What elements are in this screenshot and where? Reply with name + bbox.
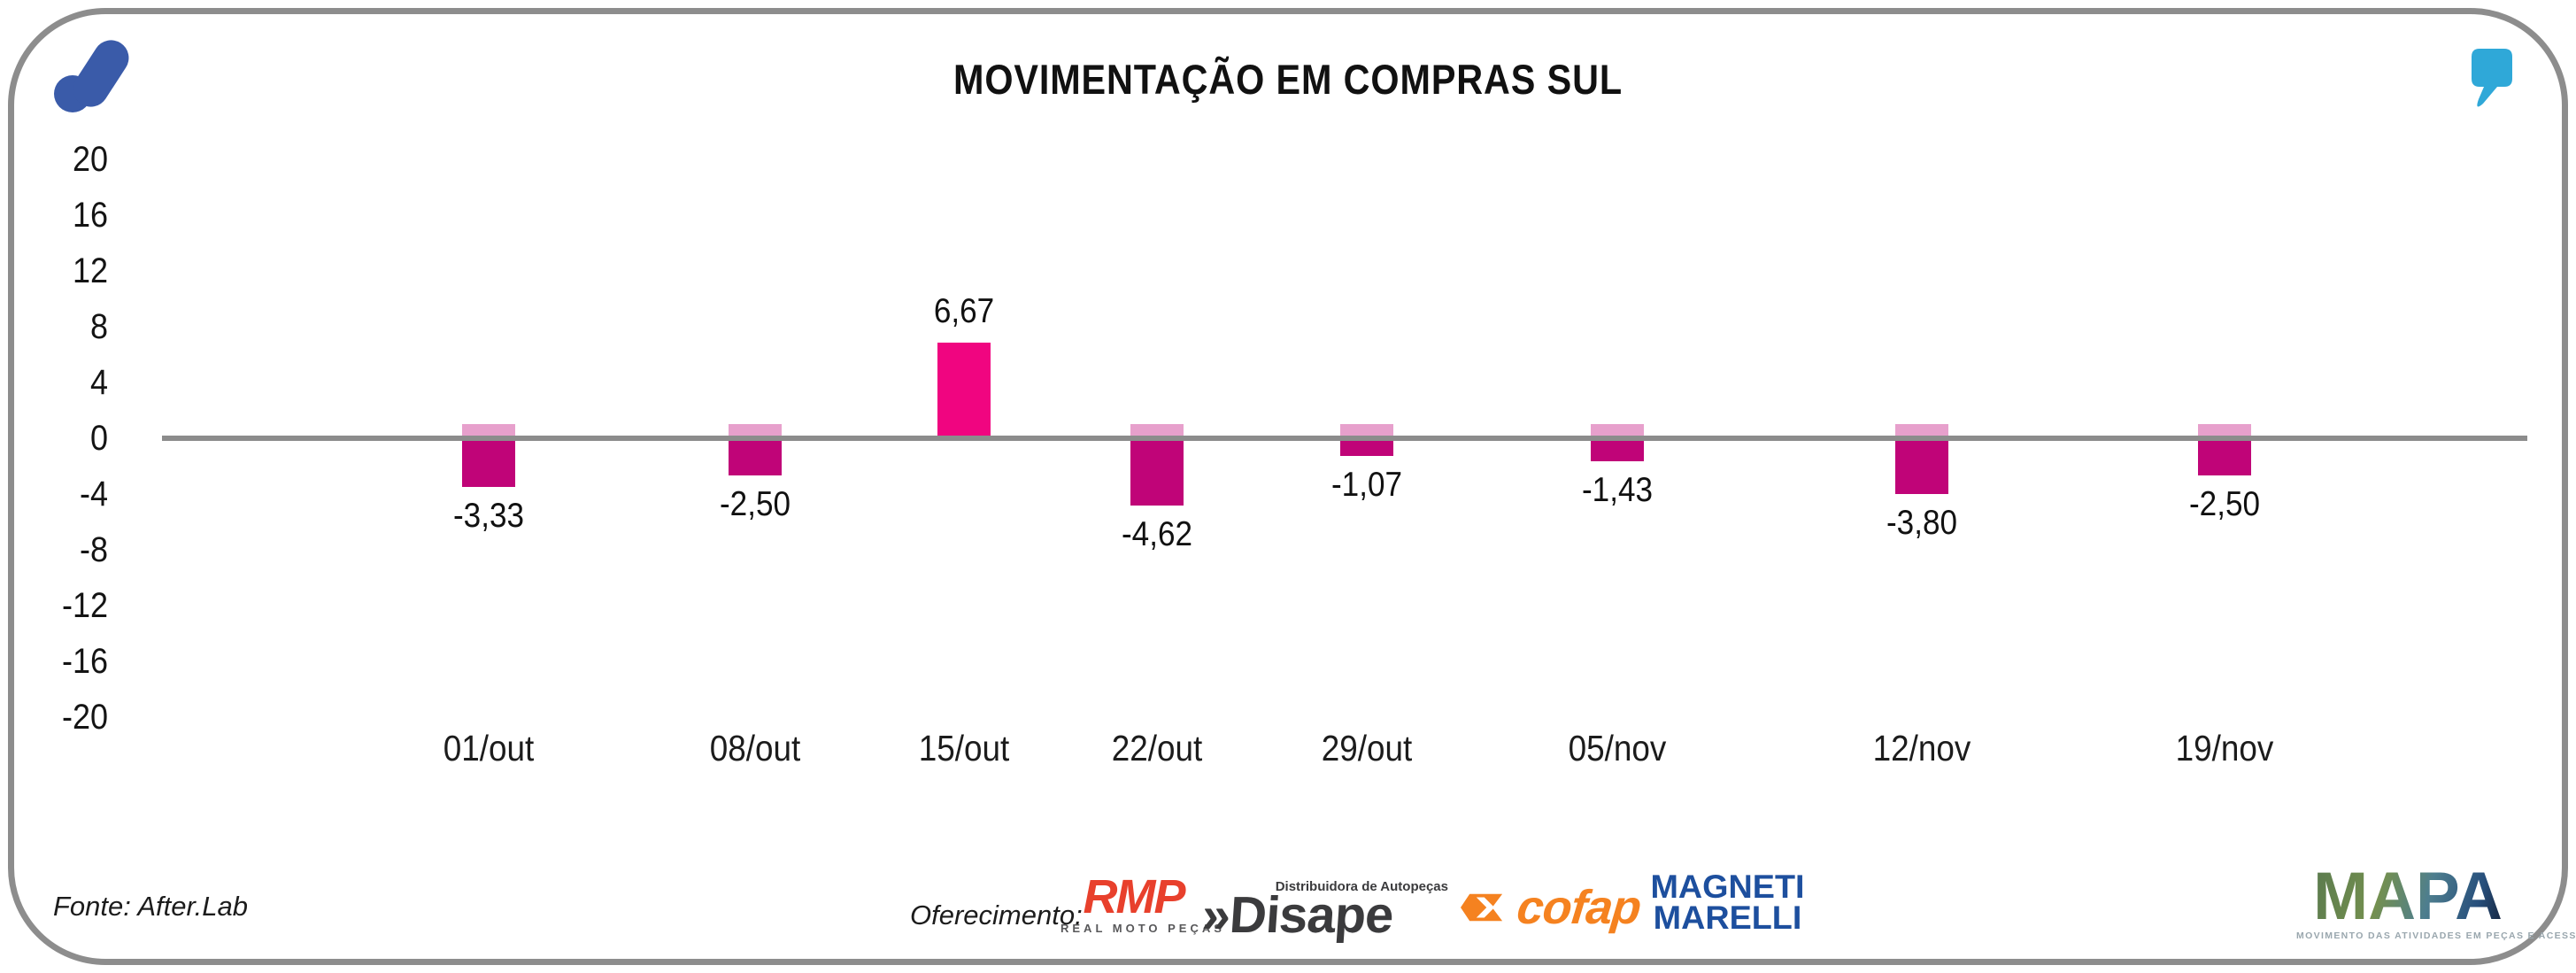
bar-overflow-cap-01/out	[462, 424, 515, 436]
y-tick-label-16: 16	[72, 196, 108, 235]
source-text: Fonte: After.Lab	[53, 891, 248, 922]
bar-value-label-22/out: -4,62	[1121, 515, 1193, 553]
bar-overflow-cap-19/nov	[2198, 424, 2251, 436]
x-axis-label-05/nov: 05/nov	[1568, 728, 1667, 768]
mapa-wordmark: MAPA	[2313, 859, 2503, 934]
x-axis-label-12/nov: 12/nov	[1872, 728, 1971, 768]
x-axis-label-19/nov: 19/nov	[2175, 728, 2274, 768]
card-border	[8, 8, 2568, 965]
y-tick-label--4: -4	[79, 475, 108, 514]
bar-08/out	[729, 441, 782, 475]
bar-overflow-cap-05/nov	[1591, 424, 1644, 436]
bar-overflow-cap-08/out	[729, 424, 782, 436]
sponsor-logo-rmp: RMP REAL MOTO PEÇAS	[1060, 870, 1225, 935]
bar-value-label-12/nov: -3,80	[1886, 504, 1958, 542]
bar-value-label-19/nov: -2,50	[2188, 485, 2261, 523]
mapa-logo: MAPA MOVIMENTO DAS ATIVIDADES EM PEÇAS E…	[2296, 859, 2576, 942]
cofap-wordmark: cofap	[1514, 881, 1644, 934]
y-tick-label-20: 20	[72, 140, 108, 179]
x-axis-label-15/out: 15/out	[918, 728, 1010, 768]
disape-name-text: Disape	[1228, 886, 1395, 944]
cofap-chevron-icon	[1461, 893, 1503, 922]
disape-wordmark: »Disape	[1200, 886, 1452, 944]
bar-15/out	[937, 343, 991, 436]
rmp-wordmark: RMP	[1083, 870, 1186, 923]
y-tick-label--8: -8	[79, 530, 108, 569]
y-tick-label--20: -20	[61, 698, 108, 737]
y-tick-label--16: -16	[61, 642, 108, 681]
sponsor-logo-cofap: cofap	[1461, 881, 1644, 934]
sponsor-logo-magneti-marelli: MAGNETI MARELLI	[1650, 869, 1805, 936]
rmp-subtitle: REAL MOTO PEÇAS	[1060, 922, 1225, 935]
sponsor-logo-disape: Distribuidora de Autopeças »Disape	[1200, 879, 1452, 944]
magneti-line1: MAGNETI	[1650, 869, 1805, 905]
bar-overflow-cap-22/out	[1130, 424, 1184, 436]
bar-12/nov	[1895, 441, 1948, 494]
disape-subtitle: Distribuidora de Autopeças	[1275, 879, 1448, 894]
bar-value-label-08/out: -2,50	[719, 485, 791, 523]
page-title: MOVIMENTAÇÃO EM COMPRAS SUL	[953, 56, 1623, 103]
bar-value-label-05/nov: -1,43	[1581, 471, 1654, 509]
bar-value-label-15/out: 6,67	[933, 292, 995, 330]
y-tick-label-8: 8	[89, 307, 108, 346]
bar-01/out	[462, 441, 515, 487]
bar-value-label-29/out: -1,07	[1330, 466, 1403, 504]
bar-value-label-01/out: -3,33	[452, 497, 525, 535]
x-axis-label-01/out: 01/out	[443, 728, 535, 768]
x-axis-label-08/out: 08/out	[709, 728, 801, 768]
x-axis-label-22/out: 22/out	[1111, 728, 1203, 768]
afterlab-logo-icon	[54, 40, 129, 112]
bar-22/out	[1130, 441, 1184, 506]
bar-overflow-cap-29/out	[1340, 424, 1393, 436]
bar-19/nov	[2198, 441, 2251, 475]
y-tick-label--12: -12	[61, 586, 108, 625]
disape-chevron-icon: »	[1199, 886, 1232, 944]
y-tick-label-0: 0	[89, 419, 108, 458]
bar-05/nov	[1591, 441, 1644, 461]
bar-29/out	[1340, 441, 1393, 456]
quote-comma-icon	[2472, 49, 2512, 107]
x-axis-label-29/out: 29/out	[1321, 728, 1413, 768]
y-tick-label-12: 12	[72, 251, 108, 290]
bar-overflow-cap-12/nov	[1895, 424, 1948, 436]
magneti-line2: MARELLI	[1653, 900, 1802, 936]
zero-axis-line	[162, 436, 2527, 441]
mapa-tagline: MOVIMENTO DAS ATIVIDADES EM PEÇAS E ACES…	[2296, 931, 2576, 941]
oferecimento-label: Oferecimento:	[910, 900, 1083, 931]
y-tick-label-4: 4	[89, 363, 108, 402]
